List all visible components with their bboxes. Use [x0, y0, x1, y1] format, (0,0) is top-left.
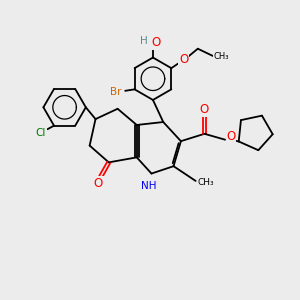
Text: CH₃: CH₃: [198, 178, 214, 187]
Text: Br: Br: [110, 87, 121, 97]
Text: CH₃: CH₃: [213, 52, 229, 61]
Text: O: O: [94, 177, 103, 190]
Text: O: O: [200, 103, 209, 116]
Text: H: H: [140, 36, 147, 46]
Text: O: O: [226, 130, 236, 143]
Text: O: O: [152, 36, 161, 49]
Text: Cl: Cl: [36, 128, 46, 138]
Text: NH: NH: [141, 181, 156, 191]
Text: O: O: [179, 53, 188, 66]
